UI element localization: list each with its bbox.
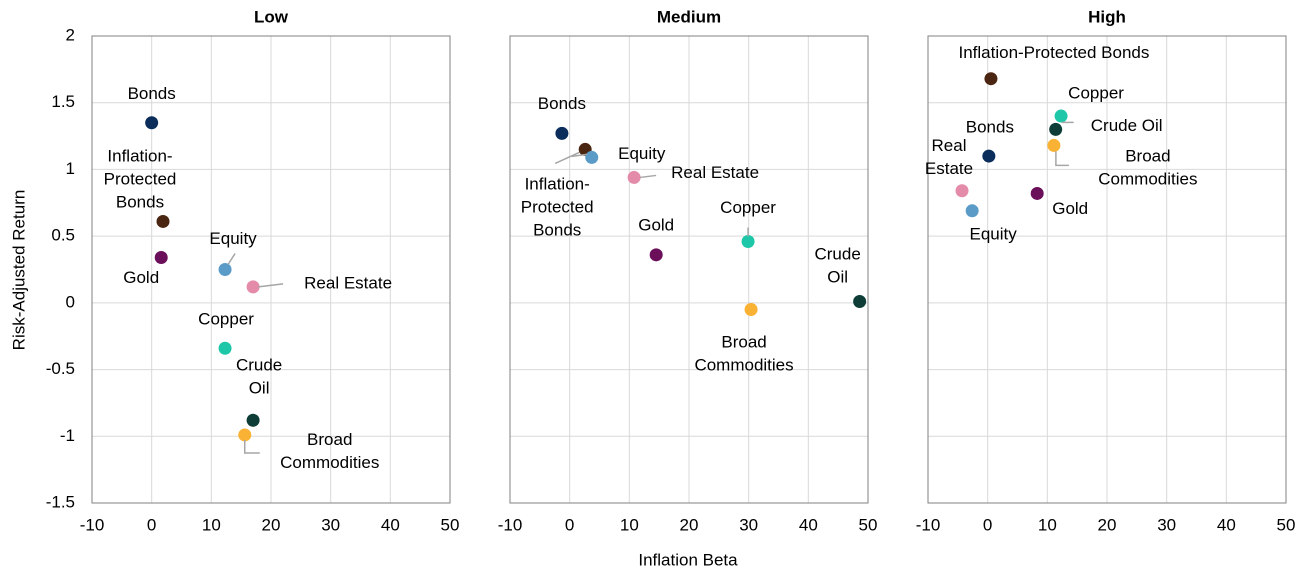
point bbox=[853, 295, 867, 309]
point bbox=[965, 204, 979, 218]
leader-line bbox=[258, 283, 284, 288]
point-label: Equity bbox=[970, 224, 1018, 243]
point bbox=[156, 214, 170, 228]
x-tick-label: 40 bbox=[381, 515, 400, 534]
point bbox=[984, 72, 998, 86]
y-tick-label: 1 bbox=[66, 159, 75, 178]
point-label: Broad Commodities bbox=[280, 430, 379, 472]
point-label: Real Estate bbox=[671, 163, 759, 182]
point bbox=[1047, 138, 1061, 152]
point-label: Gold bbox=[638, 215, 674, 234]
y-tick-label: 0.5 bbox=[51, 226, 75, 245]
leader-line bbox=[571, 153, 587, 158]
y-axis-label: Risk-Adjusted Return bbox=[9, 190, 28, 351]
x-tick-label: -10 bbox=[498, 515, 523, 534]
point-label: Crude Oil bbox=[814, 245, 860, 287]
point-label: Copper bbox=[720, 198, 776, 217]
y-tick-label: 2 bbox=[66, 25, 75, 44]
y-tick-label: -1 bbox=[60, 426, 75, 445]
point-label: Equity bbox=[618, 144, 666, 163]
y-tick-label: 0 bbox=[66, 292, 75, 311]
point bbox=[145, 116, 159, 130]
panel-title: Low bbox=[254, 7, 289, 26]
point bbox=[955, 184, 969, 198]
x-tick-label: 20 bbox=[1098, 515, 1117, 534]
point-label: Broad Commodities bbox=[1098, 147, 1197, 189]
x-tick-label: 0 bbox=[983, 515, 992, 534]
point bbox=[218, 341, 232, 355]
panel-title: Medium bbox=[657, 7, 721, 26]
x-tick-label: 10 bbox=[1038, 515, 1057, 534]
x-tick-label: 10 bbox=[202, 515, 221, 534]
x-tick-label: 50 bbox=[441, 515, 460, 534]
point bbox=[154, 250, 168, 264]
point-label: Broad Commodities bbox=[694, 333, 793, 375]
point bbox=[246, 413, 260, 427]
x-tick-label: 20 bbox=[262, 515, 281, 534]
x-tick-label: 50 bbox=[1277, 515, 1296, 534]
point-label: Gold bbox=[1052, 199, 1088, 218]
x-tick-label: 30 bbox=[321, 515, 340, 534]
y-tick-label: -0.5 bbox=[46, 359, 75, 378]
point-label: Inflation-Protected Bonds bbox=[104, 147, 177, 212]
plot-frame bbox=[91, 35, 451, 504]
point bbox=[555, 126, 569, 140]
point bbox=[585, 150, 599, 164]
panel-title: High bbox=[1088, 7, 1126, 26]
point-label: Equity bbox=[209, 229, 257, 248]
x-tick-label: 10 bbox=[620, 515, 639, 534]
point-label: Real Estate bbox=[304, 273, 392, 292]
point bbox=[627, 170, 641, 184]
point-label: Bonds bbox=[538, 94, 586, 113]
point bbox=[649, 248, 663, 262]
point-label: Copper bbox=[198, 310, 254, 329]
point-label: Inflation-Protected Bonds bbox=[958, 43, 1149, 62]
point-label: Crude Oil bbox=[236, 356, 282, 398]
point bbox=[741, 234, 755, 248]
point-label: Inflation-Protected Bonds bbox=[521, 175, 594, 240]
point bbox=[982, 149, 996, 163]
point bbox=[1030, 186, 1044, 200]
x-tick-label: 0 bbox=[147, 515, 156, 534]
point-label: Copper bbox=[1068, 84, 1124, 103]
y-tick-label: -1.5 bbox=[46, 492, 75, 511]
leader-line bbox=[640, 174, 657, 179]
plot-frame bbox=[509, 35, 869, 504]
x-axis-label: Inflation Beta bbox=[638, 550, 738, 569]
x-tick-label: -10 bbox=[916, 515, 941, 534]
point-label: Bonds bbox=[128, 84, 176, 103]
y-tick-label: 1.5 bbox=[51, 92, 75, 111]
leader-line bbox=[1055, 151, 1069, 167]
x-tick-label: 30 bbox=[1157, 515, 1176, 534]
point-label: Real Estate bbox=[925, 136, 973, 178]
leader-line bbox=[243, 439, 260, 454]
x-tick-label: 30 bbox=[739, 515, 758, 534]
point-label: Gold bbox=[123, 268, 159, 287]
x-tick-label: 0 bbox=[565, 515, 574, 534]
x-tick-label: 50 bbox=[859, 515, 878, 534]
point bbox=[246, 280, 260, 294]
point-label: Crude Oil bbox=[1091, 116, 1163, 135]
point bbox=[744, 303, 758, 317]
point bbox=[218, 263, 232, 276]
leader-line bbox=[554, 151, 580, 165]
point bbox=[1049, 122, 1063, 136]
x-tick-label: 40 bbox=[799, 515, 818, 534]
point-label: Bonds bbox=[966, 118, 1014, 137]
x-tick-label: 40 bbox=[1217, 515, 1236, 534]
plot-frame bbox=[927, 35, 1287, 504]
point bbox=[1054, 109, 1068, 123]
x-tick-label: 20 bbox=[680, 515, 699, 534]
leader-line bbox=[227, 253, 236, 265]
x-tick-label: -10 bbox=[80, 515, 105, 534]
point bbox=[238, 428, 252, 442]
